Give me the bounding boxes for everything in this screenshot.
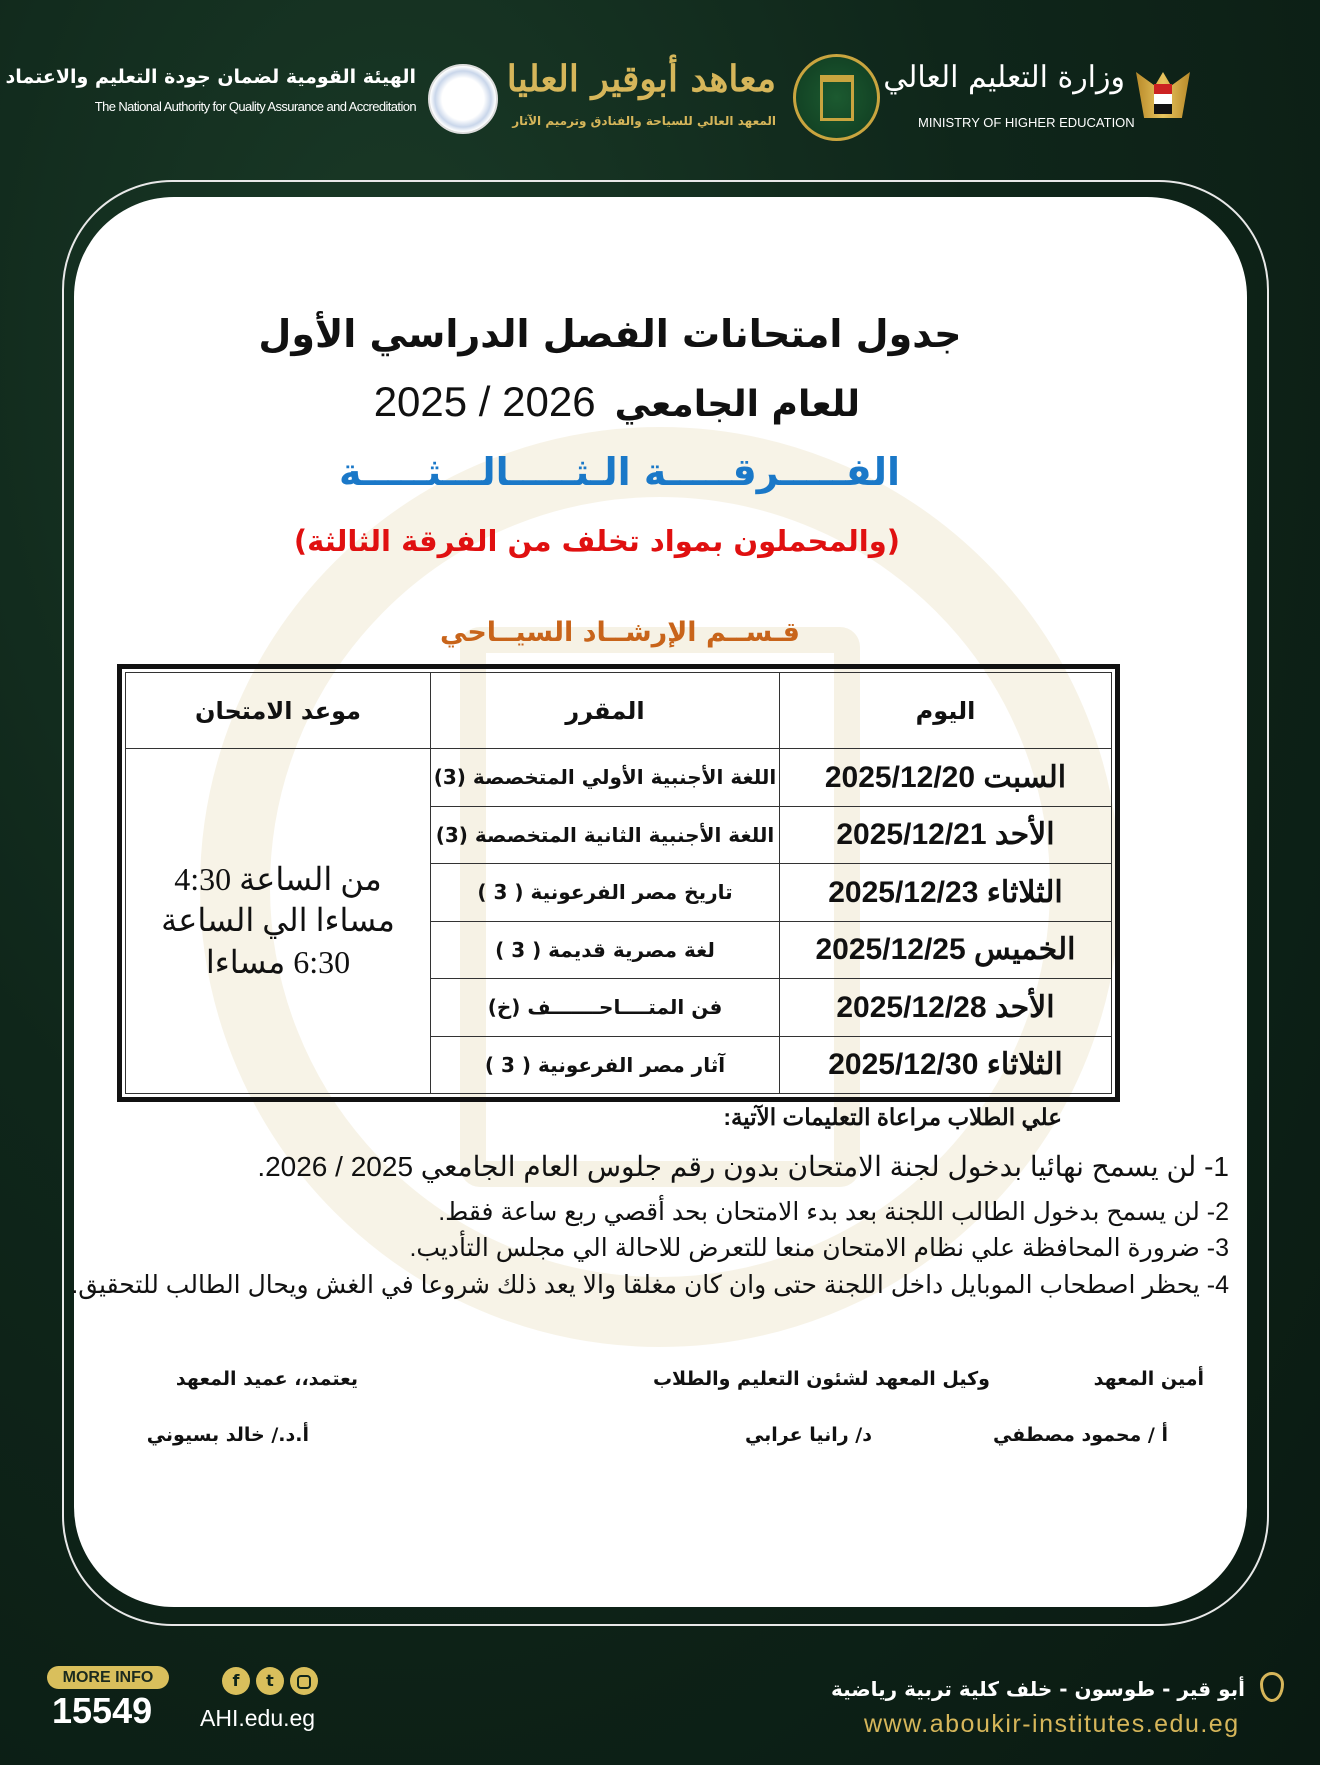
signature-title: أمين المعهد: [1093, 1368, 1204, 1390]
exam-schedule-table: اليوم المقرر موعد الامتحان السبت 2025/12…: [117, 664, 1120, 1102]
time-line: من الساعة 4:30: [174, 860, 382, 897]
card-border: [62, 180, 1269, 1626]
instruction-item: 3- ضرورة المحافظة علي نظام الامتحان منعا…: [409, 1234, 1229, 1262]
table-row: الخميس 2025/12/25 لغة مصرية قديمة ( 3 ): [126, 920, 1112, 979]
level-heading: الفـــــرقـــــة الـثـــــالـــثـــــة: [338, 450, 900, 494]
time-line: 6:30 مساءا: [205, 943, 351, 980]
time-line: مساءا الي الساعة: [161, 902, 395, 939]
signature-name: أ / محمود مصطفي: [992, 1424, 1168, 1446]
day-cell: السبت 2025/12/20: [779, 748, 1112, 807]
signature-title: يعتمد،، عميد المعهد: [175, 1368, 358, 1390]
table-header-row: اليوم المقرر موعد الامتحان: [125, 672, 1112, 749]
table-row: الثلاثاء 2025/12/30 آثار مصر الفرعونية ( …: [126, 1035, 1112, 1094]
ministry-name-ar: وزارة التعليم العالي: [883, 60, 1125, 95]
day-cell: الأحد 2025/12/21: [779, 805, 1112, 864]
signature-name: د/ رانيا عرابي: [744, 1424, 872, 1446]
aboukir-logo-text: معاهد أبوقير العليا: [506, 58, 776, 100]
table-row: الأحد 2025/12/28 فن المتــــاحـــــــف (خ…: [126, 978, 1112, 1037]
twitter-icon[interactable]: t: [256, 1667, 284, 1695]
subtitle-carryover: (والمحملون بمواد تخلف من الفرقة الثالثة): [293, 524, 900, 558]
egypt-eagle-emblem: [1136, 56, 1190, 133]
naqaae-name-en: The National Authority for Quality Assur…: [94, 99, 417, 114]
course-cell: تاريخ مصر الفرعونية ( 3 ): [430, 863, 780, 922]
title-line1: جدول امتحانات الفصل الدراسي الأول: [258, 312, 962, 356]
instruction-item: 4- يحظر اصطحاب الموبايل داخل اللجنة حتى …: [71, 1271, 1229, 1299]
short-website-link[interactable]: AHI.edu.eg: [200, 1705, 316, 1731]
header-day: اليوم: [779, 672, 1112, 749]
day-cell: الثلاثاء 2025/12/30: [779, 1035, 1112, 1094]
department-heading: قـســم الإرشــاد السيــاحي: [440, 617, 800, 648]
course-cell: آثار مصر الفرعونية ( 3 ): [430, 1035, 780, 1094]
instructions-heading: علي الطلاب مراعاة التعليمات الآتية:: [723, 1104, 1062, 1130]
course-cell: فن المتــــاحـــــــف (خ): [430, 978, 780, 1037]
table-row: السبت 2025/12/20 اللغة الأجنبية الأولي ا…: [125, 748, 1112, 1094]
address-text: أبو قير - طوسون - خلف كلية تربية رياضية: [831, 1677, 1245, 1701]
hotline-number: 15549: [52, 1690, 153, 1731]
title-line2: للعام الجامعي 2025 / 2026: [374, 378, 860, 426]
naqaae-name-ar: الهيئة القومية لضمان جودة التعليم والاعت…: [5, 66, 416, 88]
website-link[interactable]: www.aboukir-institutes.edu.eg: [864, 1710, 1240, 1738]
header-course: المقرر: [430, 672, 780, 749]
table-row: الأحد 2025/12/21 اللغة الأجنبية الثانية ا…: [126, 805, 1112, 864]
exam-time-cell: من الساعة 4:30 مساءا الي الساعة 6:30 مسا…: [125, 748, 431, 1094]
signature-title: وكيل المعهد لشئون التعليم والطلاب: [652, 1368, 990, 1390]
aboukir-subtitle: المعهد العالي للسياحة والفنادق وترميم ال…: [512, 114, 776, 128]
signature-name: أ.د./ خالد بسيوني: [146, 1424, 309, 1446]
naqaae-logo: [428, 64, 498, 134]
course-cell: اللغة الأجنبية الأولي المتخصصة (3): [430, 748, 780, 807]
instagram-icon[interactable]: [290, 1667, 318, 1695]
aboukir-emblem: [793, 54, 880, 141]
more-info-badge: MORE INFO: [47, 1666, 169, 1689]
instruction-item: 1- لن يسمح نهائيا بدخول لجنة الامتحان بد…: [257, 1151, 1229, 1182]
header-time: موعد الامتحان: [125, 672, 431, 749]
location-pin-icon: [1260, 1672, 1284, 1702]
academic-year: 2025 / 2026: [373, 378, 596, 425]
academic-year-label: للعام الجامعي: [614, 384, 860, 425]
course-cell: لغة مصرية قديمة ( 3 ): [430, 920, 780, 979]
table-row: الثلاثاء 2025/12/23 تاريخ مصر الفرعونية (…: [126, 863, 1112, 922]
day-cell: الخميس 2025/12/25: [779, 920, 1112, 979]
ministry-name-en: MINISTRY OF HIGHER EDUCATION: [918, 115, 1135, 130]
day-cell: الثلاثاء 2025/12/23: [779, 863, 1112, 922]
day-cell: الأحد 2025/12/28: [779, 978, 1112, 1037]
facebook-icon[interactable]: f: [222, 1667, 250, 1695]
course-cell: اللغة الأجنبية الثانية المتخصصة (3): [430, 805, 780, 864]
instruction-item: 2- لن يسمح بدخول الطالب اللجنة بعد بدء ا…: [438, 1198, 1229, 1226]
